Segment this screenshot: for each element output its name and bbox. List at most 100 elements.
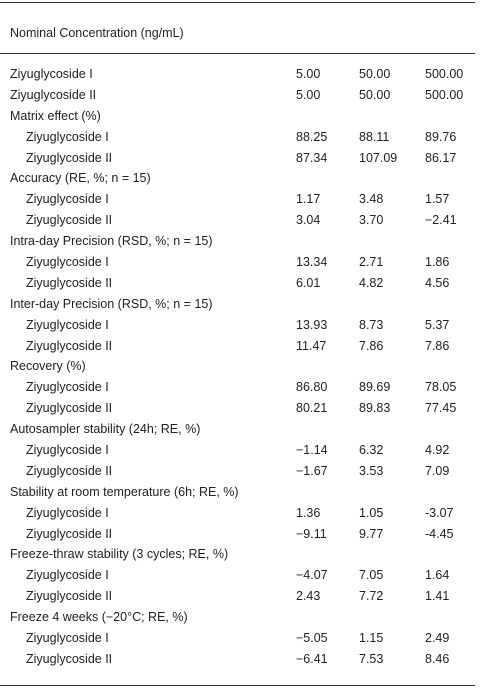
value-cell: 7.53 <box>359 651 384 666</box>
row-label: Ziyuglycoside I <box>26 317 109 332</box>
value-cell: 1.86 <box>425 255 450 270</box>
value-cell: −5.05 <box>296 631 328 646</box>
value-cell: -3.07 <box>425 505 454 520</box>
section-header-row: Inter-day Precision (RSD, %; n = 15) <box>0 294 475 315</box>
value-cell: 87.34 <box>296 150 328 165</box>
value-cell: 4.92 <box>425 443 450 458</box>
value-cell: 3.70 <box>359 213 384 228</box>
section-label: Freeze 4 weeks (−20°C; RE, %) <box>10 610 188 625</box>
section-label: Freeze-thraw stability (3 cycles; RE, %) <box>10 547 229 562</box>
row-label: Ziyuglycoside I <box>26 443 109 458</box>
value-cell: 4.82 <box>359 275 384 290</box>
section-header-row: Intra-day Precision (RSD, %; n = 15) <box>0 231 475 252</box>
value-cell: 80.21 <box>296 401 328 416</box>
section-label: Matrix effect (%) <box>10 108 101 123</box>
section-header-row: Recovery (%) <box>0 356 475 377</box>
value-cell: 7.86 <box>359 338 384 353</box>
table-row: Ziyuglycoside I −4.07 7.05 1.64 <box>0 565 475 586</box>
value-cell: 89.69 <box>359 380 391 395</box>
row-label: Ziyuglycoside I <box>10 67 93 81</box>
header-rule <box>0 53 475 54</box>
value-cell: 9.77 <box>359 526 384 541</box>
section-header-row: Accuracy (RE, %; n = 15) <box>0 168 475 189</box>
value-cell: 11.47 <box>296 338 327 353</box>
section-label: Intra-day Precision (RSD, %; n = 15) <box>10 234 213 249</box>
value-cell: 88.25 <box>296 129 328 144</box>
value-cell: −2.41 <box>425 213 457 228</box>
section-header-row: Matrix effect (%) <box>0 106 475 127</box>
section-header-row: Stability at room temperature (6h; RE, %… <box>0 482 475 503</box>
value-cell: 13.93 <box>296 317 328 332</box>
table-row: Ziyuglycoside II 2.43 7.72 1.41 <box>0 586 475 607</box>
value-cell: -4.45 <box>425 526 454 541</box>
section-label: Recovery (%) <box>10 359 86 374</box>
value-cell: 500.00 <box>425 67 464 81</box>
value-cell: 1.57 <box>425 192 450 207</box>
section-header-row: Freeze-thraw stability (3 cycles; RE, %) <box>0 544 475 565</box>
value-cell: 3.53 <box>359 463 384 478</box>
value-cell: −1.14 <box>296 443 328 458</box>
table-row: Ziyuglycoside I −1.14 6.32 4.92 <box>0 440 475 461</box>
section-header-row: Autosampler stability (24h; RE, %) <box>0 419 475 440</box>
value-cell: 77.45 <box>425 401 457 416</box>
row-label: Ziyuglycoside I <box>26 505 109 520</box>
value-cell: 6.01 <box>296 275 321 290</box>
table-row: Ziyuglycoside I −5.05 1.15 2.49 <box>0 628 475 649</box>
table-row: Ziyuglycoside II −9.11 9.77 -4.45 <box>0 524 475 545</box>
value-cell: 1.05 <box>359 505 384 520</box>
row-label: Ziyuglycoside II <box>26 463 113 478</box>
table-row: Ziyuglycoside I 13.93 8.73 5.37 <box>0 315 475 336</box>
row-label: Ziyuglycoside II <box>26 526 113 541</box>
table-row: Ziyuglycoside I 1.36 1.05 -3.07 <box>0 503 475 524</box>
value-cell: 7.72 <box>359 589 384 604</box>
bottom-rule <box>0 685 475 687</box>
value-cell: 2.49 <box>425 631 450 646</box>
row-label: Ziyuglycoside I <box>26 255 109 270</box>
value-cell: 50.00 <box>359 67 391 81</box>
row-label: Ziyuglycoside II <box>26 275 113 290</box>
row-label: Ziyuglycoside II <box>26 338 113 353</box>
row-label: Ziyuglycoside I <box>26 129 109 144</box>
value-cell: −6.41 <box>296 651 328 666</box>
value-cell: 3.48 <box>359 192 384 207</box>
table-row: Ziyuglycoside II 11.47 7.86 7.86 <box>0 336 475 357</box>
value-cell: 78.05 <box>425 380 457 395</box>
table-row: Ziyuglycoside I 13.34 2.71 1.86 <box>0 252 475 273</box>
value-cell: 5.37 <box>425 317 450 332</box>
row-label: Ziyuglycoside II <box>26 401 113 416</box>
row-label: Ziyuglycoside I <box>26 568 109 583</box>
value-cell: 50.00 <box>359 87 391 102</box>
value-cell: 13.34 <box>296 255 328 270</box>
top-rule <box>0 2 475 4</box>
row-label: Ziyuglycoside II <box>26 589 113 604</box>
value-cell: 500.00 <box>425 87 464 102</box>
section-label: Autosampler stability (24h; RE, %) <box>10 422 201 437</box>
section-label: Accuracy (RE, %; n = 15) <box>10 171 151 186</box>
value-cell: 1.41 <box>425 589 450 604</box>
section-label: Inter-day Precision (RSD, %; n = 15) <box>10 296 213 311</box>
table-row: Ziyuglycoside II −6.41 7.53 8.46 <box>0 649 475 670</box>
table-row: Ziyuglycoside I 1.17 3.48 1.57 <box>0 189 475 210</box>
value-cell: 4.56 <box>425 275 450 290</box>
table-row: Ziyuglycoside II 6.01 4.82 4.56 <box>0 273 475 294</box>
value-cell: 7.09 <box>425 463 450 478</box>
section-header-row: Freeze 4 weeks (−20°C; RE, %) <box>0 607 475 628</box>
row-label: Ziyuglycoside I <box>26 192 109 207</box>
value-cell: −9.11 <box>296 526 327 541</box>
value-cell: 1.15 <box>359 631 384 646</box>
value-cell: 3.04 <box>296 213 321 228</box>
value-cell: 2.43 <box>296 589 321 604</box>
column-header: Nominal Concentration (ng/mL) <box>10 26 184 40</box>
value-cell: 89.83 <box>359 401 391 416</box>
section-label: Stability at room temperature (6h; RE, %… <box>10 484 239 499</box>
row-label: Ziyuglycoside II <box>26 150 113 165</box>
value-cell: 86.17 <box>425 150 457 165</box>
value-cell: −1.67 <box>296 463 328 478</box>
table-row: Ziyuglycoside II −1.67 3.53 7.09 <box>0 461 475 482</box>
row-label: Ziyuglycoside II <box>26 651 113 666</box>
row-label: Ziyuglycoside II <box>10 87 97 102</box>
value-cell: 7.05 <box>359 568 384 583</box>
table-row: Ziyuglycoside II 5.00 50.00 500.00 <box>0 85 475 106</box>
value-cell: 1.36 <box>296 505 321 520</box>
